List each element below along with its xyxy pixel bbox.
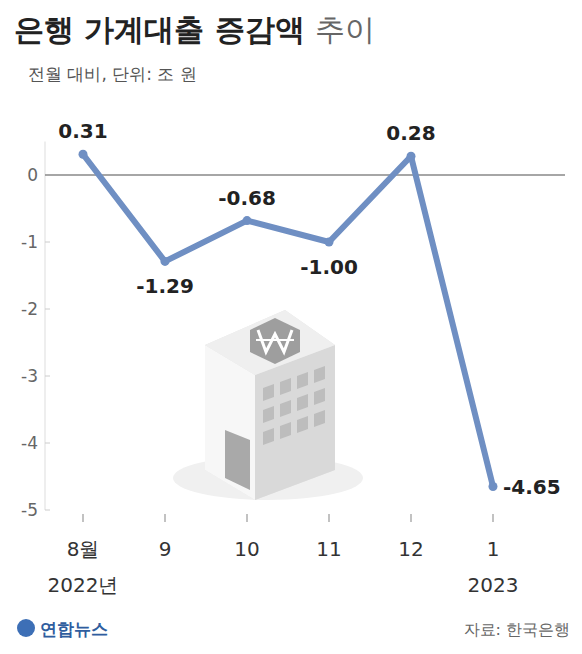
x-tick-label-line: 9 bbox=[159, 537, 172, 561]
x-tick-label-line: 8월 bbox=[67, 537, 100, 561]
x-tick-label-line: 12 bbox=[398, 537, 423, 561]
building-icon bbox=[173, 310, 363, 500]
subtitle: 전월 대비, 단위: 조 원 bbox=[28, 64, 197, 84]
x-tick-label: 9 bbox=[159, 537, 172, 561]
icon-window bbox=[263, 384, 274, 401]
x-tick bbox=[328, 514, 329, 522]
icon-sign-mark bbox=[256, 339, 294, 341]
y-tick-label: -1 bbox=[21, 232, 38, 252]
y-tick-label: -5 bbox=[21, 500, 38, 520]
x-tick bbox=[410, 514, 411, 522]
credit: 연합뉴스 bbox=[40, 619, 108, 639]
data-label: -1.00 bbox=[300, 255, 358, 279]
x-tick bbox=[492, 514, 493, 522]
background bbox=[0, 0, 582, 654]
x-tick-label-line: 2023 bbox=[468, 573, 519, 597]
x-tick-label: 1 2023 bbox=[468, 537, 519, 597]
y-tick-label: -3 bbox=[21, 366, 38, 386]
icon-window bbox=[297, 416, 308, 433]
point bbox=[325, 238, 334, 247]
icon-window bbox=[314, 388, 325, 405]
y-tick-label: -2 bbox=[21, 299, 38, 319]
y-tick-label: -4 bbox=[21, 433, 38, 453]
x-tick-label: 11 bbox=[316, 537, 341, 561]
data-label: 0.31 bbox=[58, 119, 107, 143]
y-axis-line bbox=[45, 142, 46, 511]
icon-window bbox=[280, 400, 291, 417]
icon-window bbox=[280, 378, 291, 395]
zero-line bbox=[45, 174, 565, 176]
icon-window bbox=[280, 422, 291, 439]
title: 은행 가계대출 증감액 추이 bbox=[14, 12, 375, 47]
icon-sign bbox=[250, 318, 300, 364]
data-label: -4.65 bbox=[503, 475, 561, 499]
x-tick-label: 8월 2022년 bbox=[48, 537, 119, 597]
x-tick bbox=[246, 514, 247, 522]
y-tick bbox=[45, 309, 50, 310]
y-tick-label: 0 bbox=[27, 165, 38, 185]
source: 자료: 한국은행 bbox=[464, 620, 570, 639]
x-tick-label-line: 10 bbox=[234, 537, 259, 561]
data-label: -1.29 bbox=[136, 274, 194, 298]
point bbox=[489, 482, 498, 491]
y-tick bbox=[45, 242, 50, 243]
point bbox=[79, 150, 88, 159]
x-tick bbox=[82, 514, 83, 522]
x-tick-label-line: 11 bbox=[316, 537, 341, 561]
icon-roof bbox=[205, 310, 335, 375]
icon-door bbox=[225, 430, 250, 490]
logo-mark bbox=[17, 619, 35, 637]
point bbox=[243, 216, 252, 225]
icon-window bbox=[314, 366, 325, 383]
x-tick-label: 10 bbox=[234, 537, 259, 561]
title-part: 은행 가계대출 증감액 bbox=[14, 12, 315, 47]
icon-window bbox=[314, 410, 325, 427]
chart: 은행 가계대출 증감액 추이전월 대비, 단위: 조 원 -5 -4 -3 -2 -1 0 8… bbox=[0, 0, 582, 654]
x-tick-label-line: 1 bbox=[487, 537, 500, 561]
x-tick-label-line: 2022년 bbox=[48, 573, 119, 597]
series-group bbox=[79, 150, 498, 491]
icon-body bbox=[205, 310, 335, 500]
icon-window bbox=[297, 372, 308, 389]
line bbox=[83, 154, 493, 486]
x-tick bbox=[164, 514, 165, 522]
y-tick bbox=[45, 443, 50, 444]
point bbox=[161, 257, 170, 266]
credit-logo: 연합뉴스 bbox=[17, 619, 108, 639]
x-tick-label: 12 bbox=[398, 537, 423, 561]
icon-window bbox=[297, 394, 308, 411]
y-tick bbox=[45, 510, 50, 511]
data-label: -0.68 bbox=[218, 186, 276, 210]
y-tick bbox=[45, 376, 50, 377]
data-label: 0.28 bbox=[386, 121, 435, 145]
title-part: 추이 bbox=[315, 12, 375, 47]
point bbox=[407, 152, 416, 161]
icon-window bbox=[263, 406, 274, 423]
icon-window bbox=[263, 428, 274, 445]
